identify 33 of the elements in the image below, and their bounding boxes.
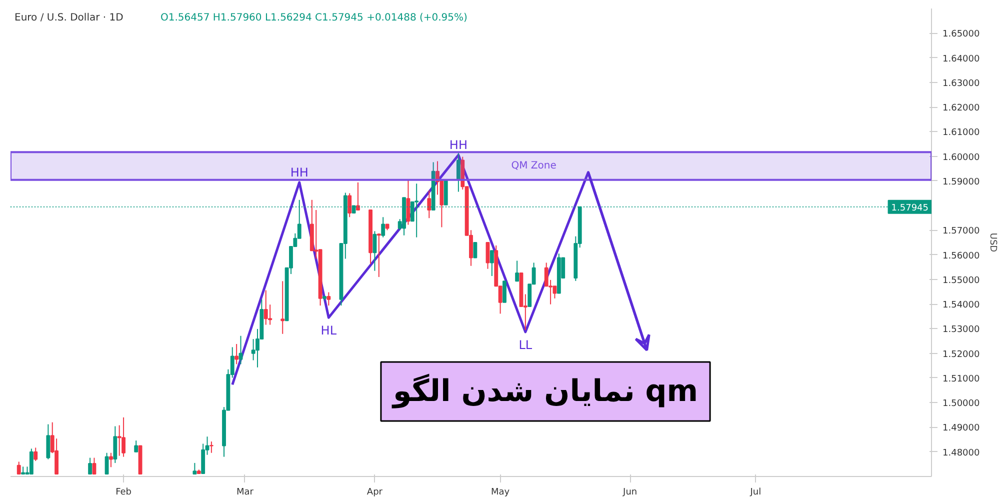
chart-subtitle: O1.56457 H1.57960 L1.56294 C1.57945 +0.01488 (+0.95%)	[160, 12, 468, 24]
x-tick-label: May	[491, 488, 510, 498]
y-tick-label: 1.61000	[942, 128, 980, 138]
x-tick-label: Mar	[236, 488, 254, 498]
y-tick-label: 1.51000	[942, 374, 980, 384]
y-axis-title: USD	[988, 232, 998, 252]
annotation: HH	[290, 165, 308, 180]
ref-line-label: 1.57945	[891, 203, 928, 214]
annotation: نمایان شدن الگو qm	[390, 373, 698, 409]
y-tick-label: 1.56000	[942, 251, 980, 262]
x-tick-label: Jun	[622, 488, 638, 498]
y-tick-label: 1.62000	[942, 104, 980, 114]
y-tick-label: 1.65000	[942, 30, 980, 40]
x-tick-label: Jul	[749, 488, 762, 498]
y-tick-label: 1.60000	[942, 152, 980, 163]
y-tick-label: 1.59000	[942, 177, 980, 188]
annotation: HL	[320, 324, 337, 338]
annotation: HH	[449, 138, 468, 152]
y-tick-label: 1.63000	[942, 78, 980, 89]
x-tick-label: Feb	[116, 488, 132, 498]
annotation: LL	[518, 338, 532, 352]
y-tick-label: 1.57000	[942, 226, 980, 237]
y-tick-label: 1.64000	[942, 54, 980, 64]
y-tick-label: 1.48000	[942, 448, 980, 458]
y-tick-label: 1.55000	[942, 276, 980, 286]
y-tick-label: 1.49000	[942, 424, 980, 434]
y-tick-label: 1.50000	[942, 399, 980, 410]
y-tick-label: 1.52000	[942, 350, 980, 360]
band-label: QM Zone	[511, 160, 556, 172]
x-tick-label: Apr	[366, 488, 383, 498]
y-tick-label: 1.53000	[942, 325, 980, 336]
y-tick-label: 1.54000	[942, 300, 980, 311]
chart-title: Euro / U.S. Dollar · 1D	[14, 12, 124, 24]
